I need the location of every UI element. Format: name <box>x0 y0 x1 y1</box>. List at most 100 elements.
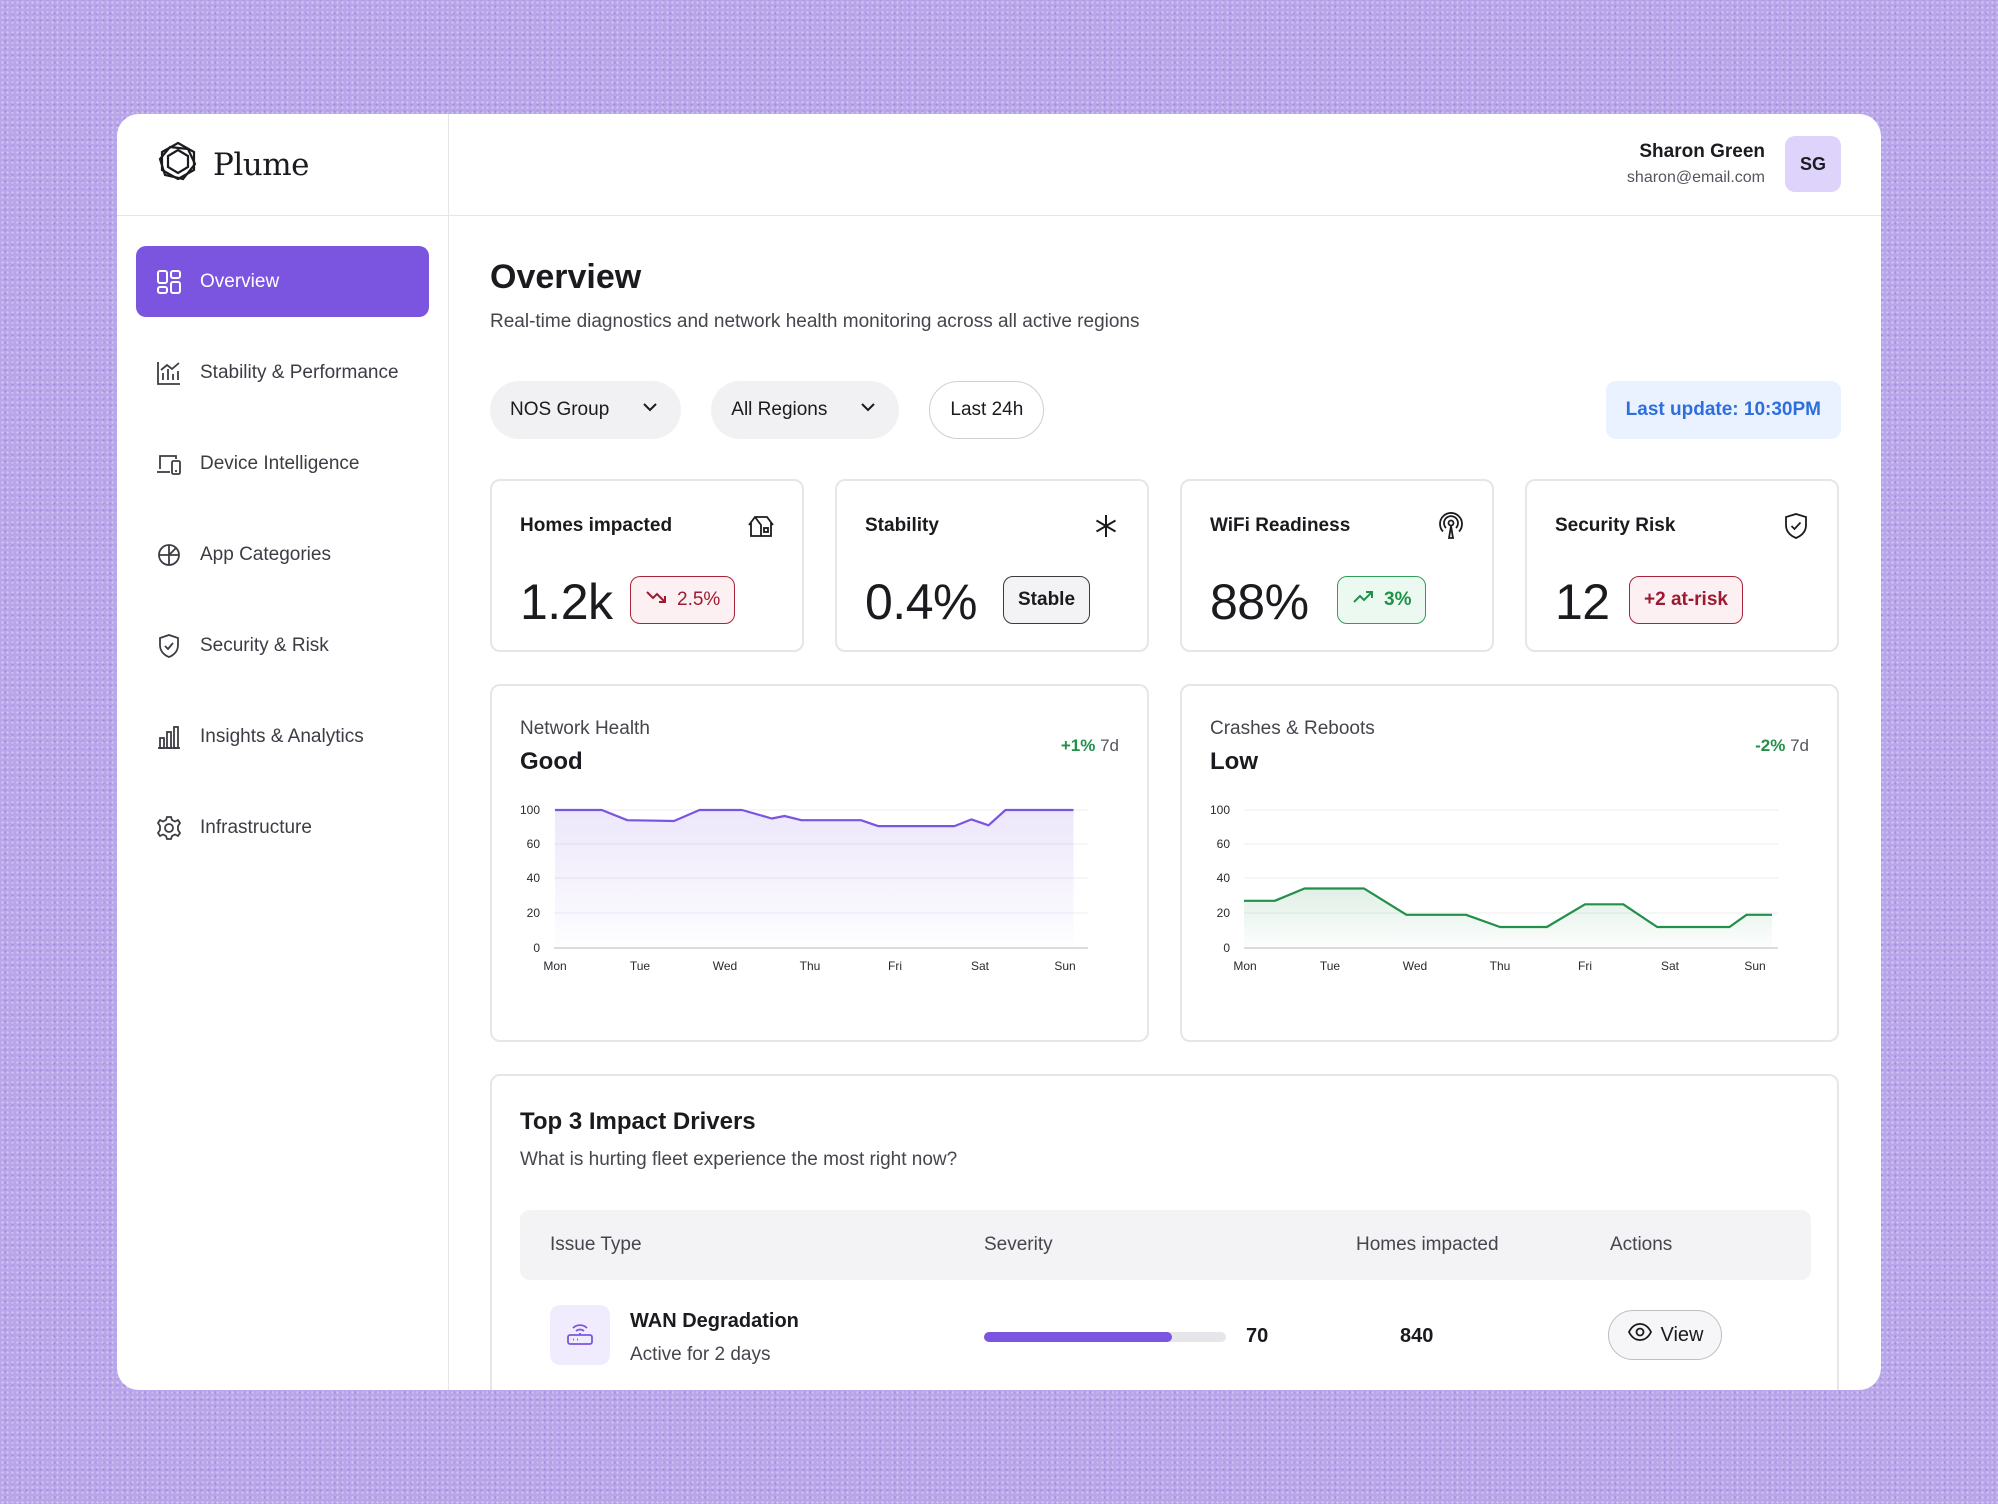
sidebar-item-label: Overview <box>200 270 280 292</box>
analytics-icon <box>156 724 182 750</box>
sidebar-item-stability[interactable]: Stability & Performance <box>136 337 429 408</box>
series-line <box>1244 887 1772 929</box>
devices-icon <box>156 451 182 477</box>
column-header-actions: Actions <box>1610 1234 1673 1255</box>
chart-delta-period: 7d <box>1100 736 1119 755</box>
last-update-badge: Last update: 10:30PM <box>1605 381 1841 439</box>
chart-label: Network Health <box>520 718 650 739</box>
time-range-label: Last 24h <box>950 399 1024 420</box>
kpi-card-wifi-readiness[interactable]: WiFi Readiness 88% 3% <box>1180 479 1494 652</box>
gear-icon <box>156 815 182 841</box>
chart-delta: -2% 7d <box>1755 736 1809 756</box>
section-subtitle: What is hurting fleet experience the mos… <box>520 1149 958 1170</box>
sidebar-item-label: Device Intelligence <box>200 452 360 474</box>
x-tick-label: Sat <box>1661 959 1680 973</box>
sidebar-item-label: Security & Risk <box>200 634 329 656</box>
kpi-risk-badge: +2 at-risk <box>1629 576 1743 624</box>
impact-drivers-card: Top 3 Impact Drivers What is hurting fle… <box>490 1074 1839 1390</box>
sidebar-item-overview[interactable]: Overview <box>136 246 429 317</box>
kpi-label: WiFi Readiness <box>1210 515 1351 536</box>
issue-duration: Active for 2 days <box>630 1344 771 1365</box>
sidebar-item-device-intelligence[interactable]: Device Intelligence <box>136 428 429 499</box>
kpi-status-value: Stable <box>1018 589 1076 610</box>
x-tick-label: Tue <box>630 959 651 973</box>
chevron-down-icon <box>857 396 879 424</box>
antenna-icon <box>1436 511 1466 541</box>
user-name: Sharon Green <box>1639 141 1765 162</box>
grid-icon <box>156 269 182 295</box>
main-content: Overview Real-time diagnostics and netwo… <box>449 216 1881 1390</box>
severity-value: 70 <box>1246 1325 1269 1347</box>
kpi-trend-value: 3% <box>1384 589 1412 610</box>
kpi-risk-value: +2 at-risk <box>1644 589 1728 610</box>
shield-icon <box>156 633 182 659</box>
chart-delta: +1% 7d <box>1061 736 1119 756</box>
x-tick-label: Fri <box>888 959 902 973</box>
homes-impacted-value: 840 <box>1400 1325 1434 1347</box>
kpi-value: 88% <box>1210 574 1309 630</box>
sidebar-item-label: Insights & Analytics <box>200 725 364 747</box>
time-range-button[interactable]: Last 24h <box>929 381 1045 439</box>
kpi-card-homes-impacted[interactable]: Homes impacted 1.2k 2.5% <box>490 479 804 652</box>
group-dropdown[interactable]: NOS Group <box>490 381 682 439</box>
section-title: Top 3 Impact Drivers <box>520 1108 756 1135</box>
view-button[interactable]: View <box>1608 1310 1722 1360</box>
page-subtitle: Real-time diagnostics and network health… <box>490 311 1140 332</box>
chart-label: Crashes & Reboots <box>1210 718 1375 739</box>
column-header-severity: Severity <box>984 1234 1053 1255</box>
eye-icon <box>1627 1319 1653 1351</box>
app-window: Plume Overview Stability & Performance D… <box>117 114 1881 1390</box>
region-dropdown[interactable]: All Regions <box>711 381 900 439</box>
x-tick-label: Sun <box>1744 959 1765 973</box>
kpi-label: Homes impacted <box>520 515 673 536</box>
plume-logo-icon <box>155 139 201 190</box>
x-tick-label: Tue <box>1320 959 1341 973</box>
kpi-row: Homes impacted 1.2k 2.5% Stability 0.4% … <box>490 479 1839 652</box>
kpi-card-security-risk[interactable]: Security Risk 12 +2 at-risk <box>1525 479 1839 652</box>
sidebar-nav: Overview Stability & Performance Device … <box>117 216 448 863</box>
sidebar-item-infrastructure[interactable]: Infrastructure <box>136 792 429 863</box>
chart-delta-value: -2% <box>1755 736 1786 755</box>
kpi-status-badge: Stable <box>1003 576 1091 624</box>
kpi-trend-badge: 2.5% <box>630 576 736 624</box>
column-header-issue-type: Issue Type <box>550 1234 642 1255</box>
chart-status: Low <box>1210 748 1258 775</box>
x-tick-label: Fri <box>1578 959 1592 973</box>
y-tick-label: 60 <box>1217 837 1231 851</box>
avatar[interactable]: SG <box>1785 136 1841 192</box>
kpi-card-stability[interactable]: Stability 0.4% Stable <box>835 479 1149 652</box>
x-tick-label: Thu <box>800 959 821 973</box>
home-icon <box>746 511 776 541</box>
pie-icon <box>156 542 182 568</box>
sidebar-item-insights[interactable]: Insights & Analytics <box>136 701 429 772</box>
x-tick-label: Thu <box>1490 959 1511 973</box>
brand[interactable]: Plume <box>117 114 448 216</box>
network-health-card[interactable]: Network Health Good +1% 7d 100 60 40 20 0 Mon… <box>490 684 1149 1042</box>
chart-delta-period: 7d <box>1790 736 1809 755</box>
y-tick-label: 40 <box>1217 871 1231 885</box>
shield-check-icon <box>1781 511 1811 541</box>
sidebar-item-label: Infrastructure <box>200 816 312 838</box>
sidebar-item-app-categories[interactable]: App Categories <box>136 519 429 590</box>
top-bar: Sharon Green sharon@email.com SG <box>449 114 1881 216</box>
sidebar: Plume Overview Stability & Performance D… <box>117 114 449 1390</box>
sidebar-item-label: App Categories <box>200 543 331 565</box>
kpi-trend-value: 2.5% <box>677 589 721 610</box>
sidebar-item-security[interactable]: Security & Risk <box>136 610 429 681</box>
chart-status: Good <box>520 748 583 775</box>
chart-delta-value: +1% <box>1060 736 1096 755</box>
y-tick-label: 0 <box>533 941 540 955</box>
x-tick-label: Mon <box>543 959 566 973</box>
brand-name: Plume <box>213 146 309 183</box>
y-tick-label: 100 <box>1210 803 1230 817</box>
crashes-reboots-card[interactable]: Crashes & Reboots Low -2% 7d 100 60 40 20 0 M… <box>1180 684 1839 1042</box>
severity-bar-fill <box>984 1332 1173 1342</box>
kpi-value: 0.4% <box>865 574 977 630</box>
user-profile[interactable]: Sharon Green sharon@email.com SG <box>1627 136 1841 192</box>
x-tick-label: Wed <box>1403 959 1427 973</box>
page-title: Overview <box>490 258 642 296</box>
table-row[interactable]: WAN Degradation Active for 2 days 70 840… <box>520 1300 1811 1370</box>
user-info: Sharon Green sharon@email.com <box>1627 141 1765 187</box>
